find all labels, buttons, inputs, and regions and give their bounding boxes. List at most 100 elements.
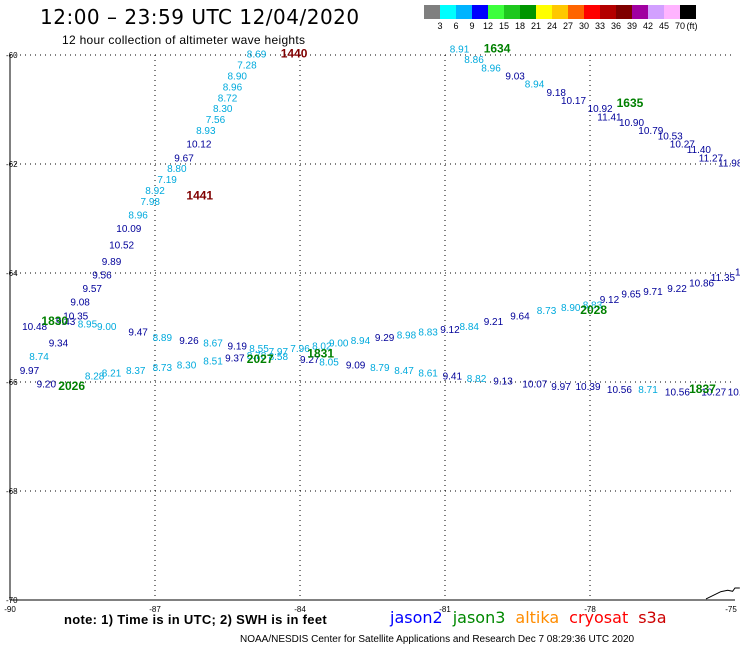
axis-labels: -60 -62 -64 -66 -68 -70-90 -87 -84 -81 -78 -75 [4, 51, 737, 614]
swh-value: 8.80 [167, 164, 187, 175]
track-1440: 8.697.288.908.968.728.307.568.9310.129.6… [20, 47, 308, 391]
legend-label: 12 [482, 21, 494, 31]
swh-value: 11.27 [699, 153, 724, 164]
swh-value: 8.67 [203, 339, 223, 350]
swh-value: 9.03 [505, 72, 525, 83]
legend-swatch [472, 5, 488, 19]
lon-label: -81 [439, 605, 451, 614]
wave-height-tracks: 8.697.288.908.968.728.307.568.9310.129.6… [20, 41, 740, 398]
legend-label: 45 [658, 21, 670, 31]
swh-value: 9.12 [440, 325, 460, 336]
legend-swatch [456, 5, 472, 19]
swh-value: 8.37 [126, 366, 146, 377]
wave-height-color-legend [424, 5, 696, 19]
swh-value: 10.48 [22, 322, 47, 333]
legend-swatch [488, 5, 504, 19]
swh-value: 7.28 [237, 61, 257, 72]
swh-value: 8.78 [247, 351, 267, 362]
swh-value: 8.51 [203, 357, 223, 368]
time-label: 1441 [186, 188, 213, 202]
swh-value: 8.02 [312, 341, 332, 352]
swh-value: 8.05 [319, 358, 339, 369]
swh-value: 9.97 [551, 382, 571, 393]
legend-label: 24 [546, 21, 558, 31]
legend-swatch [504, 5, 520, 19]
swh-value: 8.91 [450, 44, 470, 55]
time-label: 1634 [484, 41, 511, 55]
satellite-legend-altika: altika [515, 608, 560, 627]
legend-label: 30 [578, 21, 590, 31]
swh-value: 10.39 [576, 382, 601, 393]
swh-value: 7.97 [269, 347, 289, 358]
swh-value: 8.79 [370, 363, 390, 374]
legend-swatch [664, 5, 680, 19]
swh-value: 8.92 [145, 186, 165, 197]
legend-swatch [424, 5, 440, 19]
track-1831: 1831 [307, 347, 334, 361]
swh-value: 10.52 [109, 241, 134, 252]
swh-value: 7.96 [290, 344, 310, 355]
legend-label: 15 [498, 21, 510, 31]
swh-value: 9.97 [20, 366, 40, 377]
legend-label: 27 [562, 21, 574, 31]
legend-label: 39 [626, 21, 638, 31]
track-1634: 8.918.868.969.038.949.1810.1710.9211.411… [450, 41, 740, 170]
time-label: 2027 [247, 352, 274, 366]
swh-value: 10.53 [658, 132, 683, 143]
swh-value: 9.65 [621, 290, 641, 301]
legend-swatch [616, 5, 632, 19]
swh-value: 8.55 [249, 344, 269, 355]
swh-value: 8.69 [247, 50, 267, 61]
swh-value: 10.56 [607, 385, 632, 396]
swh-value: 9.00 [97, 322, 117, 333]
swh-value: 8.83 [583, 300, 603, 311]
swh-value: 8.30 [213, 104, 233, 115]
swh-value: 8.73 [537, 306, 557, 317]
swh-value: 9.09 [346, 360, 366, 371]
swh-value: 8.84 [460, 322, 480, 333]
legend-label: 42 [642, 21, 654, 31]
time-label: 2028 [580, 303, 607, 317]
map-subtitle: 12 hour collection of altimeter wave hei… [62, 33, 306, 47]
swh-value: 8.58 [269, 352, 289, 363]
time-label: 2026 [58, 379, 85, 393]
satellite-legend: jason2 jason3 altika cryosat s3a [390, 608, 667, 627]
swh-value: 10.27 [701, 388, 726, 399]
coastline-path [705, 587, 740, 600]
coastline [705, 587, 740, 600]
satellite-legend-s3a: s3a [638, 608, 667, 627]
legend-swatch [632, 5, 648, 19]
swh-value: 10.86 [689, 279, 714, 290]
swh-value: 9.13 [493, 377, 513, 388]
swh-value: 8.82 [467, 374, 487, 385]
swh-value: 8.30 [177, 360, 197, 371]
lat-label: -60 [6, 51, 18, 60]
swh-value: 9.56 [92, 270, 112, 281]
lat-label: -70 [6, 596, 18, 605]
swh-value: 8.96 [223, 82, 243, 93]
swh-value: 11.41 [597, 112, 622, 123]
legend-swatch [440, 5, 456, 19]
swh-value: 11.98 [718, 159, 740, 170]
lon-label: -84 [294, 605, 306, 614]
lon-label: -75 [725, 605, 737, 614]
legend-label: 3 [437, 21, 443, 31]
swh-value: 10.79 [638, 126, 663, 137]
swh-value: 9.64 [510, 311, 530, 322]
swh-value: 8.95 [78, 320, 98, 331]
time-label: 1440 [281, 47, 308, 61]
swh-value: 10.56 [665, 388, 690, 399]
legend-label: 21 [530, 21, 542, 31]
legend-swatch [584, 5, 600, 19]
swh-value: 8.47 [394, 366, 414, 377]
swh-value: 9.27 [300, 355, 320, 366]
swh-value: 7.56 [206, 115, 226, 126]
legend-swatch [648, 5, 664, 19]
time-label: 1837 [689, 382, 716, 396]
map-frame [9, 55, 735, 601]
legend-swatch [536, 5, 552, 19]
swh-value: 10.33 [728, 388, 740, 399]
swh-value: 9.67 [174, 153, 194, 164]
lat-label: -62 [6, 160, 18, 169]
